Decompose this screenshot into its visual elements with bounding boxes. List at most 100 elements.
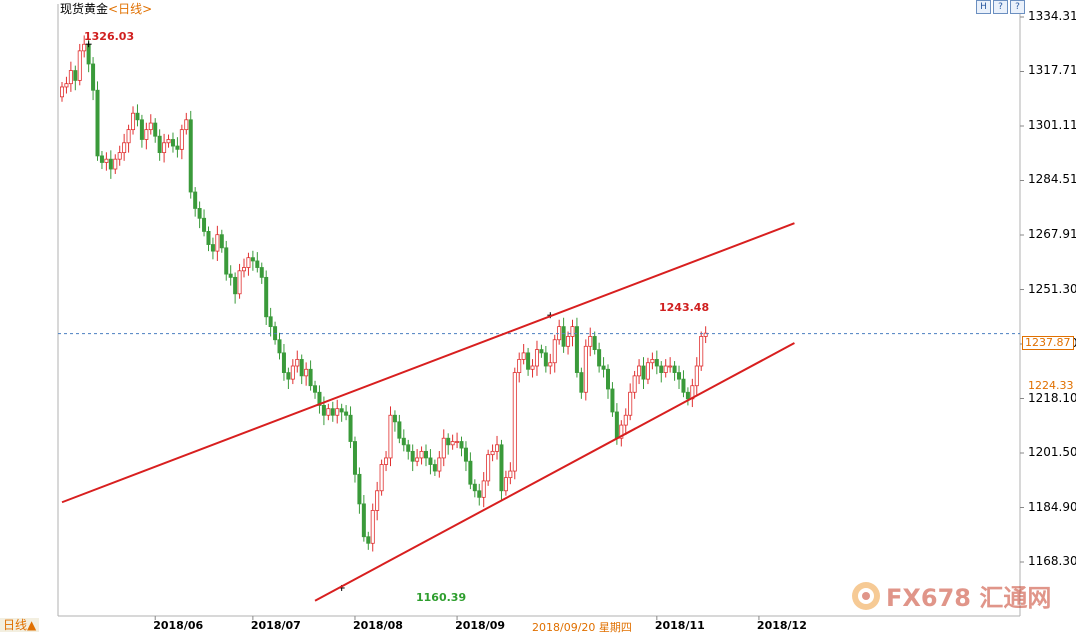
candle-body xyxy=(77,50,82,81)
candle-body xyxy=(352,441,357,475)
candle-body xyxy=(606,368,611,390)
candle-body xyxy=(370,510,375,544)
y-tick-label: 1317.71 xyxy=(1028,63,1076,78)
candle-body xyxy=(215,234,220,252)
candle-body xyxy=(561,326,566,347)
candle-body xyxy=(344,411,349,416)
candle-body xyxy=(619,424,624,439)
candle-body xyxy=(530,365,535,370)
candle-body xyxy=(135,112,140,121)
candle-body xyxy=(583,345,588,393)
cursor-date-label: 2018/09/20 星期四 xyxy=(532,621,632,634)
candle-body xyxy=(481,480,486,498)
candle-body xyxy=(64,83,69,88)
candle-body xyxy=(446,437,451,446)
candle-body xyxy=(694,365,699,387)
candle-body xyxy=(299,359,304,377)
candle-body xyxy=(597,349,602,367)
candle-body xyxy=(637,365,642,377)
x-tick-label: 2018/09 xyxy=(455,619,506,632)
candle-body xyxy=(610,388,615,413)
candle-body xyxy=(193,191,198,209)
prev-price-label: 1224.33 xyxy=(1028,379,1074,392)
candle-body xyxy=(330,408,335,416)
candle-body xyxy=(668,365,673,368)
candle-body xyxy=(632,375,637,393)
period-label[interactable]: <日线> xyxy=(108,2,153,16)
candle-body xyxy=(534,349,539,367)
candle-body xyxy=(197,208,202,219)
candle-body xyxy=(539,349,544,354)
candle-body xyxy=(526,352,531,370)
x-tick-label: 2018/06 xyxy=(153,619,204,632)
candle-body xyxy=(432,464,437,472)
candle-body xyxy=(202,217,207,232)
y-tick-label: 1267.91 xyxy=(1028,226,1076,241)
candle-body xyxy=(126,129,131,144)
candle-body xyxy=(255,260,260,268)
candle-body xyxy=(663,365,668,373)
candle-body xyxy=(650,359,655,364)
candle-body xyxy=(512,372,517,472)
candle-body xyxy=(104,158,109,163)
candle-body xyxy=(179,129,184,150)
candle-body xyxy=(579,372,584,393)
toolbar-button-2[interactable]: ? xyxy=(993,0,1008,14)
candle-body xyxy=(477,490,482,498)
candle-body xyxy=(348,414,353,442)
candle-body xyxy=(428,457,433,465)
y-tick-label: 1334.31 xyxy=(1028,9,1076,23)
candle-body xyxy=(290,365,295,380)
candle-body xyxy=(60,86,65,98)
x-tick-label: 2018/12 xyxy=(756,619,807,632)
high-annotation-start: 1326.03 xyxy=(84,30,135,43)
x-tick-label: 2018/11 xyxy=(654,619,705,632)
candle-body xyxy=(375,490,380,511)
candle-body xyxy=(543,352,548,367)
candle-body xyxy=(113,158,118,170)
candle-body xyxy=(672,365,677,373)
toolbar-button-1[interactable]: H xyxy=(976,0,991,14)
period-badge[interactable]: 日线▲ xyxy=(0,618,40,632)
candle-body xyxy=(281,352,286,373)
candle-body xyxy=(268,316,273,328)
candle-body xyxy=(317,391,322,406)
toolbar-button-3[interactable]: ? xyxy=(1010,0,1025,14)
fx678-logo-icon xyxy=(852,581,880,610)
candle-body xyxy=(641,365,646,380)
candle-body xyxy=(486,454,491,482)
candle-body xyxy=(73,70,78,81)
candle-body xyxy=(508,470,513,479)
candle-body xyxy=(139,119,144,140)
candle-body xyxy=(366,536,371,544)
candle-body xyxy=(681,378,686,393)
candle-body xyxy=(463,447,468,462)
candle-body xyxy=(699,336,704,367)
candle-body xyxy=(521,352,526,360)
candle-body xyxy=(406,444,411,452)
last-price-label: 1237.87 xyxy=(1022,336,1074,350)
candle-body xyxy=(144,129,149,140)
candle-body xyxy=(131,112,136,131)
candle-body xyxy=(206,231,211,245)
x-tick-label: 2018/07 xyxy=(250,619,301,632)
candle-body xyxy=(237,270,242,295)
candle-body xyxy=(188,119,193,193)
candle-body xyxy=(379,464,384,492)
candle-body xyxy=(153,122,158,137)
chart-title: 现货黄金<日线> xyxy=(60,0,152,17)
y-tick-label: 1218.10 xyxy=(1028,390,1076,405)
candle-body xyxy=(246,257,251,268)
candle-body xyxy=(423,450,428,459)
candle-body xyxy=(490,450,495,456)
candle-body xyxy=(552,339,557,364)
candle-body xyxy=(388,414,393,459)
candle-body xyxy=(659,365,664,373)
candle-body xyxy=(250,257,255,262)
candle-body xyxy=(335,408,340,416)
y-tick-label: 1168.30 xyxy=(1028,554,1076,568)
candle-body xyxy=(99,155,104,163)
candle-body xyxy=(117,152,122,160)
candle-body xyxy=(499,444,504,492)
